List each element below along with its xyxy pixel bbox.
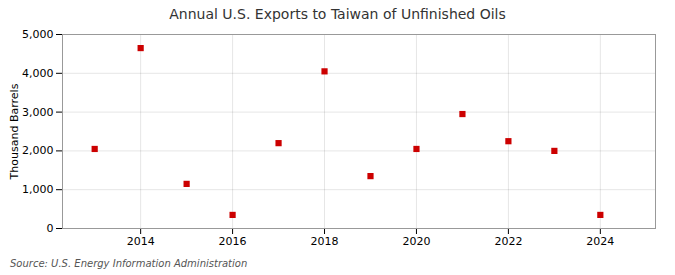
svg-text:2014: 2014 bbox=[127, 235, 155, 248]
svg-text:2020: 2020 bbox=[402, 235, 430, 248]
svg-text:2024: 2024 bbox=[586, 235, 614, 248]
svg-text:0: 0 bbox=[47, 222, 54, 235]
svg-text:1,000: 1,000 bbox=[22, 183, 54, 196]
html-text:Source: U.S. Energy Informatio: Source: U.S. Energy Information Administ… bbox=[10, 258, 248, 269]
svg-text:2022: 2022 bbox=[494, 235, 522, 248]
svg-text:5,000: 5,000 bbox=[22, 28, 54, 41]
svg-text:4,000: 4,000 bbox=[22, 67, 54, 80]
svg-text:2016: 2016 bbox=[219, 235, 247, 248]
svg-text:2,000: 2,000 bbox=[22, 144, 54, 157]
svg-text:2018: 2018 bbox=[311, 235, 339, 248]
svg-text:3,000: 3,000 bbox=[22, 106, 54, 119]
svg-text:Thousand Barrels: Thousand Barrels bbox=[8, 83, 21, 180]
html-text:Annual U.S. Exports to Taiwan: Annual U.S. Exports to Taiwan of Unfinis… bbox=[169, 6, 506, 22]
